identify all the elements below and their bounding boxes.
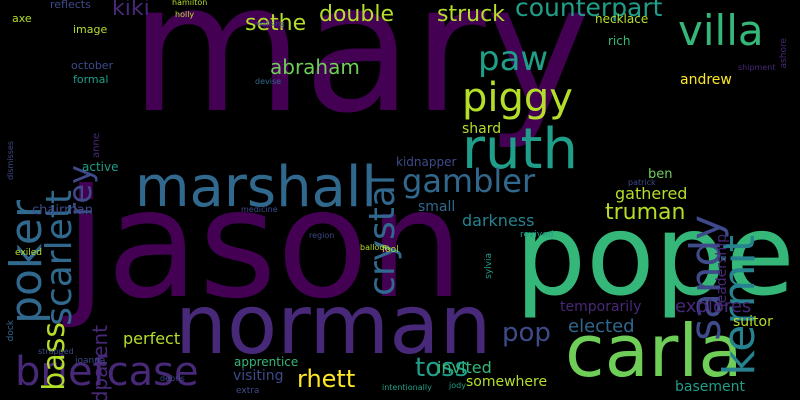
cloud-word: joanna <box>75 356 106 366</box>
cloud-word: formal <box>73 73 109 86</box>
cloud-word: suitor <box>733 314 773 330</box>
cloud-word: realising <box>255 20 285 28</box>
cloud-word: october <box>71 59 114 72</box>
cloud-word: balloon <box>360 243 390 252</box>
cloud-word: visiting <box>233 368 284 384</box>
cloud-word: rhett <box>297 365 356 393</box>
cloud-word: reflects <box>50 0 91 11</box>
cloud-word: revived <box>520 230 554 240</box>
cloud-word: ruth <box>462 117 578 182</box>
cloud-word: sethe <box>245 11 307 36</box>
cloud-word: basement <box>675 379 745 395</box>
cloud-word: axe <box>12 12 32 25</box>
cloud-word: region <box>309 231 335 240</box>
cloud-word: intentionally <box>382 383 432 392</box>
cloud-word: hamilton <box>172 0 208 7</box>
cloud-word: briefcase <box>15 349 199 395</box>
cloud-word: invited <box>437 358 492 377</box>
cloud-word: perfect <box>123 329 181 348</box>
cloud-word: mary <box>130 0 591 152</box>
cloud-word: leadership <box>714 234 730 308</box>
cloud-word: kidnapper <box>396 155 457 169</box>
cloud-word: active <box>82 160 119 174</box>
cloud-word: dismisses <box>6 141 15 180</box>
cloud-word: toss <box>415 353 469 383</box>
cloud-word: explores <box>675 296 752 317</box>
cloud-word: gambler <box>402 162 536 200</box>
cloud-word: debris <box>160 374 185 383</box>
cloud-word: chairman <box>32 203 93 218</box>
cloud-word: struck <box>437 2 505 27</box>
cloud-word: shard <box>462 121 502 137</box>
cloud-word: andrew <box>680 72 732 88</box>
cloud-word: villa <box>678 6 764 55</box>
cloud-word: double <box>319 2 394 27</box>
cloud-word: paw <box>478 39 549 79</box>
cloud-word: devise <box>255 77 282 86</box>
cloud-word: necklace <box>595 12 649 26</box>
cloud-word: kiki <box>112 0 150 21</box>
cloud-word: medicine <box>241 205 278 214</box>
cloud-word: jason <box>65 158 464 332</box>
cloud-word: bass <box>37 322 72 391</box>
cloud-word: sylvia <box>484 253 494 279</box>
cloud-word: gathered <box>615 184 688 203</box>
cloud-word: norman <box>175 278 492 373</box>
cloud-word: anne <box>91 133 102 158</box>
cloud-word: truman <box>605 200 686 225</box>
cloud-word: patrick <box>628 178 656 187</box>
cloud-word: ben <box>648 167 673 182</box>
cloud-word: darkness <box>462 211 535 230</box>
cloud-word: pop <box>502 318 551 348</box>
cloud-word: piggy <box>462 75 573 121</box>
cloud-word: image <box>73 23 108 36</box>
cloud-word: strapped <box>38 347 74 356</box>
cloud-word: shipment <box>738 63 776 72</box>
cloud-word: temporarily <box>560 299 642 315</box>
cloud-word: exiled <box>15 248 42 258</box>
cloud-word: pope <box>515 191 795 321</box>
cloud-word: ashore <box>779 38 789 69</box>
cloud-word: elected <box>568 316 635 337</box>
cloud-word: dock <box>6 320 16 342</box>
cloud-word: carla <box>565 309 743 393</box>
cloud-word: rich <box>608 34 631 48</box>
cloud-word: jody <box>449 381 466 390</box>
cloud-word: somewhere <box>466 374 548 390</box>
cloud-word: extra <box>236 386 260 396</box>
cloud-word: holly <box>175 10 195 19</box>
cloud-word: crystal <box>362 175 403 296</box>
cloud-word: counterpart <box>515 0 663 22</box>
cloud-word: fool <box>382 245 399 255</box>
cloud-word: small <box>418 199 456 215</box>
cloud-word: abraham <box>270 55 360 79</box>
cloud-word: apprentice <box>234 355 299 369</box>
cloud-word: marshall <box>135 155 377 220</box>
